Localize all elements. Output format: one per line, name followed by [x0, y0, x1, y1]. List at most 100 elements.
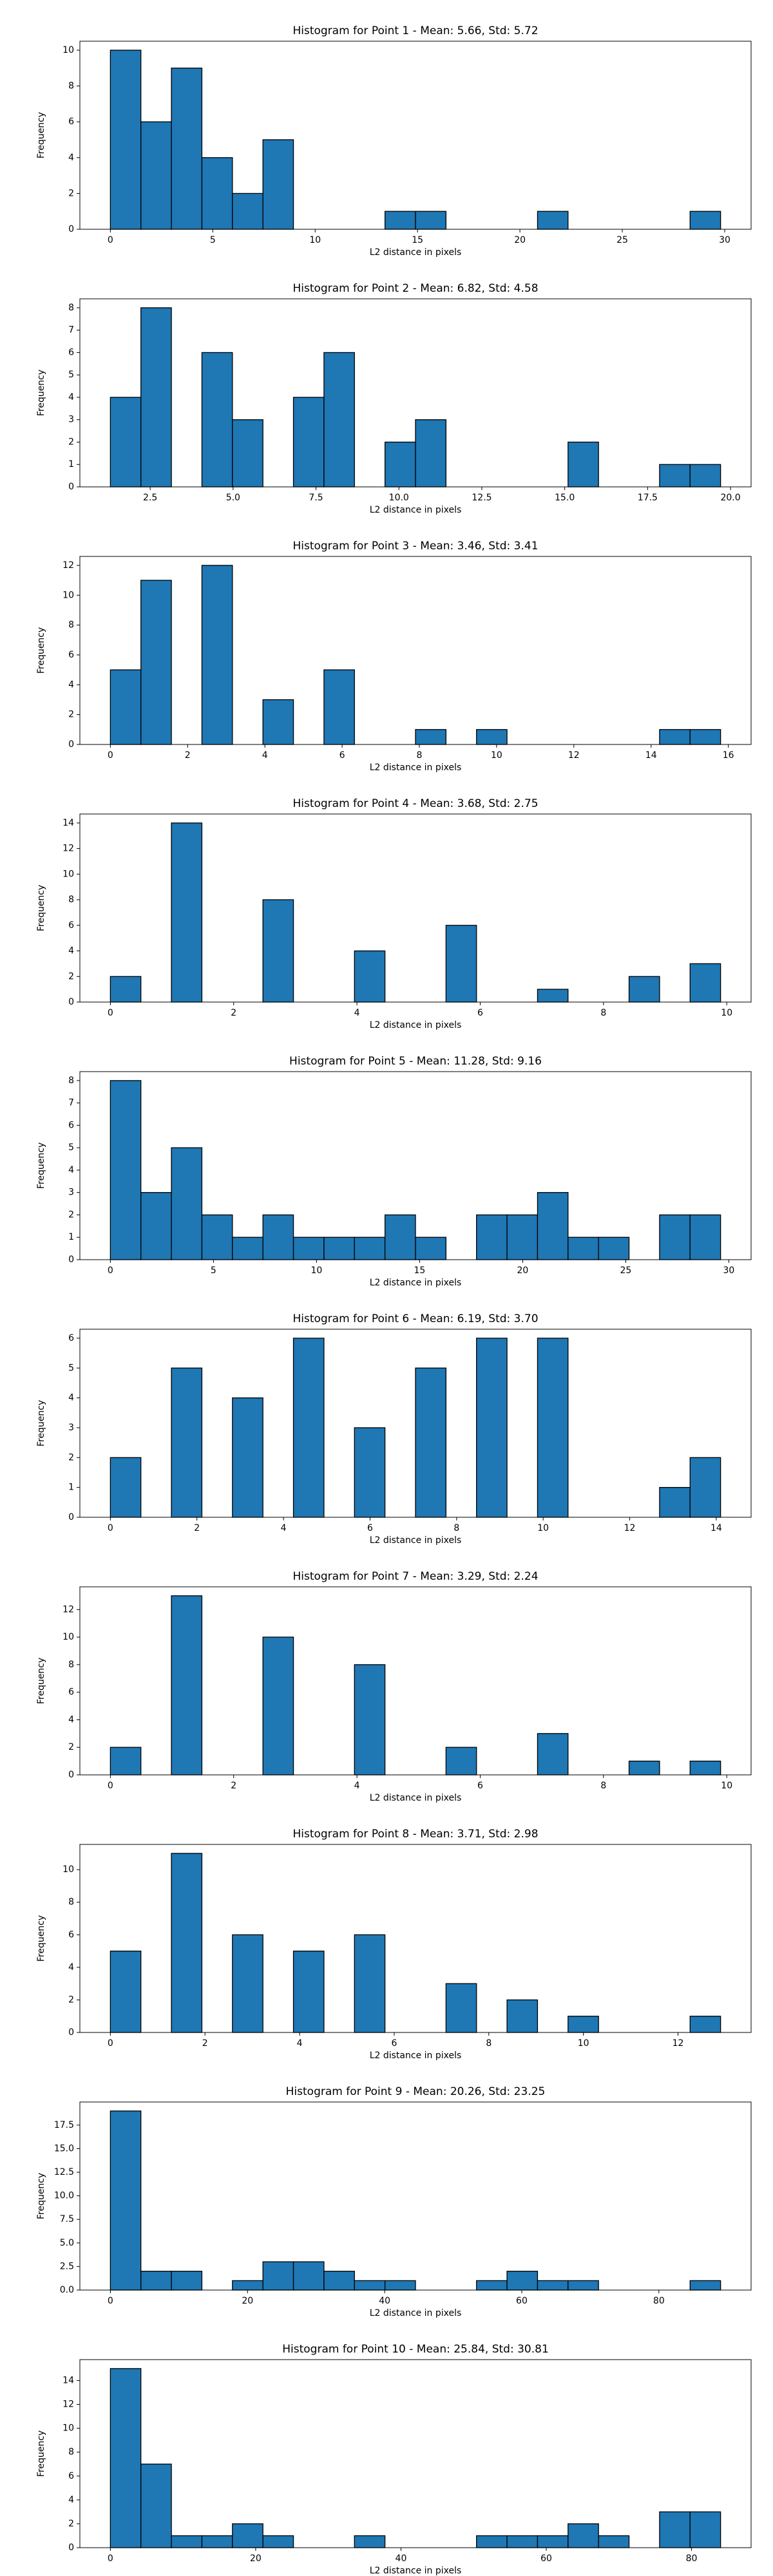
bar — [201, 1214, 233, 1260]
x-tick-label: 7.5 — [309, 493, 323, 503]
y-tick-label: 6 — [68, 650, 74, 660]
x-tick-label: 8 — [453, 1523, 459, 1533]
x-tick-label: 10 — [578, 2038, 589, 2049]
bar — [232, 193, 263, 230]
bar — [110, 1080, 142, 1260]
bar — [506, 1999, 539, 2033]
x-tick-label: 2.5 — [143, 493, 157, 503]
axes-frame — [79, 556, 752, 745]
y-tick-label: 12.5 — [54, 2167, 74, 2177]
bar — [262, 899, 294, 1003]
x-axis-label: L2 distance in pixels — [370, 1020, 462, 1030]
axes-frame — [79, 1071, 752, 1260]
bar — [171, 1595, 203, 1776]
bar — [171, 2271, 203, 2291]
y-tick-label: 5.0 — [60, 2238, 74, 2248]
bar — [689, 2511, 721, 2548]
x-tick-label: 40 — [396, 2553, 407, 2564]
x-tick-label: 2 — [185, 750, 191, 761]
y-tick-label: 10.0 — [54, 2191, 74, 2201]
bar — [262, 2261, 294, 2291]
x-tick-label: 80 — [653, 2296, 665, 2306]
bar — [140, 307, 172, 488]
x-tick-label: 2 — [231, 1008, 236, 1018]
y-axis-label: Frequency — [36, 1400, 46, 1446]
bar — [689, 464, 721, 488]
x-tick-label: 4 — [354, 1781, 360, 1791]
y-tick-label: 4 — [68, 1714, 74, 1725]
x-tick-label: 0 — [108, 1265, 113, 1276]
y-tick-label: 2 — [68, 971, 74, 981]
x-tick-label: 14 — [645, 750, 657, 761]
bar — [110, 1457, 142, 1518]
bar — [140, 580, 172, 745]
chart-title: Histogram for Point 7 - Mean: 3.29, Std:… — [292, 1570, 538, 1583]
y-tick-label: 3 — [68, 1188, 74, 1198]
y-tick-label: 6 — [68, 1929, 74, 1940]
bar — [171, 822, 203, 1003]
bar — [384, 441, 416, 488]
x-tick-label: 14 — [711, 1523, 722, 1533]
axes-frame — [79, 813, 752, 1003]
x-tick-label: 0 — [108, 2553, 113, 2564]
x-axis-label: L2 distance in pixels — [370, 1278, 462, 1288]
bar — [415, 729, 447, 745]
chart-title: Histogram for Point 3 - Mean: 3.46, Std:… — [292, 540, 538, 553]
bar — [140, 1192, 172, 1260]
axes-frame — [79, 1329, 752, 1518]
y-axis-label: Frequency — [36, 112, 46, 158]
bar — [262, 699, 294, 745]
y-tick-label: 10 — [62, 1864, 74, 1875]
bar — [323, 2271, 355, 2291]
y-axis-label: Frequency — [36, 885, 46, 931]
bar — [415, 211, 447, 230]
x-axis-label: L2 distance in pixels — [370, 2566, 462, 2576]
bar — [598, 2535, 630, 2548]
y-tick-label: 2 — [68, 1452, 74, 1463]
x-tick-label: 8 — [486, 2038, 491, 2049]
bar — [689, 211, 721, 230]
x-tick-label: 15 — [412, 235, 423, 245]
y-tick-label: 4 — [68, 946, 74, 956]
x-axis-label: L2 distance in pixels — [370, 505, 462, 515]
bar — [689, 1214, 721, 1260]
bar — [568, 441, 599, 488]
bar — [140, 121, 172, 230]
bar — [262, 1214, 294, 1260]
y-tick-label: 12 — [62, 560, 74, 571]
bar — [445, 1983, 477, 2033]
x-tick-label: 5 — [210, 235, 216, 245]
y-tick-label: 0 — [68, 1255, 74, 1265]
y-tick-label: 4 — [68, 392, 74, 402]
y-tick-label: 2 — [68, 1209, 74, 1220]
bar — [232, 419, 263, 488]
x-tick-label: 0 — [108, 2296, 113, 2306]
y-tick-label: 0 — [68, 482, 74, 492]
y-tick-label: 10 — [62, 2423, 74, 2434]
bar — [445, 925, 477, 1003]
x-tick-label: 12.5 — [472, 493, 491, 503]
y-tick-label: 17.5 — [54, 2120, 74, 2130]
x-tick-label: 12 — [673, 2038, 684, 2049]
x-tick-label: 16 — [723, 750, 734, 761]
bar — [171, 1147, 203, 1260]
bar — [568, 1236, 599, 1260]
y-tick-label: 10 — [62, 1632, 74, 1642]
x-tick-label: 0 — [108, 235, 113, 245]
bar — [476, 2535, 508, 2548]
bar — [354, 950, 386, 1003]
y-tick-label: 0 — [68, 739, 74, 750]
y-tick-label: 5 — [68, 1363, 74, 1373]
x-axis-label: L2 distance in pixels — [370, 1535, 462, 1546]
chart-title: Histogram for Point 8 - Mean: 3.71, Std:… — [292, 1828, 538, 1841]
x-tick-label: 60 — [540, 2553, 552, 2564]
bar — [201, 157, 233, 230]
bar — [506, 1214, 539, 1260]
bar — [262, 139, 294, 230]
bar — [232, 2280, 263, 2291]
bar — [140, 2271, 172, 2291]
x-tick-label: 12 — [624, 1523, 636, 1533]
bar — [292, 1338, 325, 1518]
y-tick-label: 2.5 — [60, 2261, 74, 2271]
x-tick-label: 0 — [108, 1008, 113, 1018]
